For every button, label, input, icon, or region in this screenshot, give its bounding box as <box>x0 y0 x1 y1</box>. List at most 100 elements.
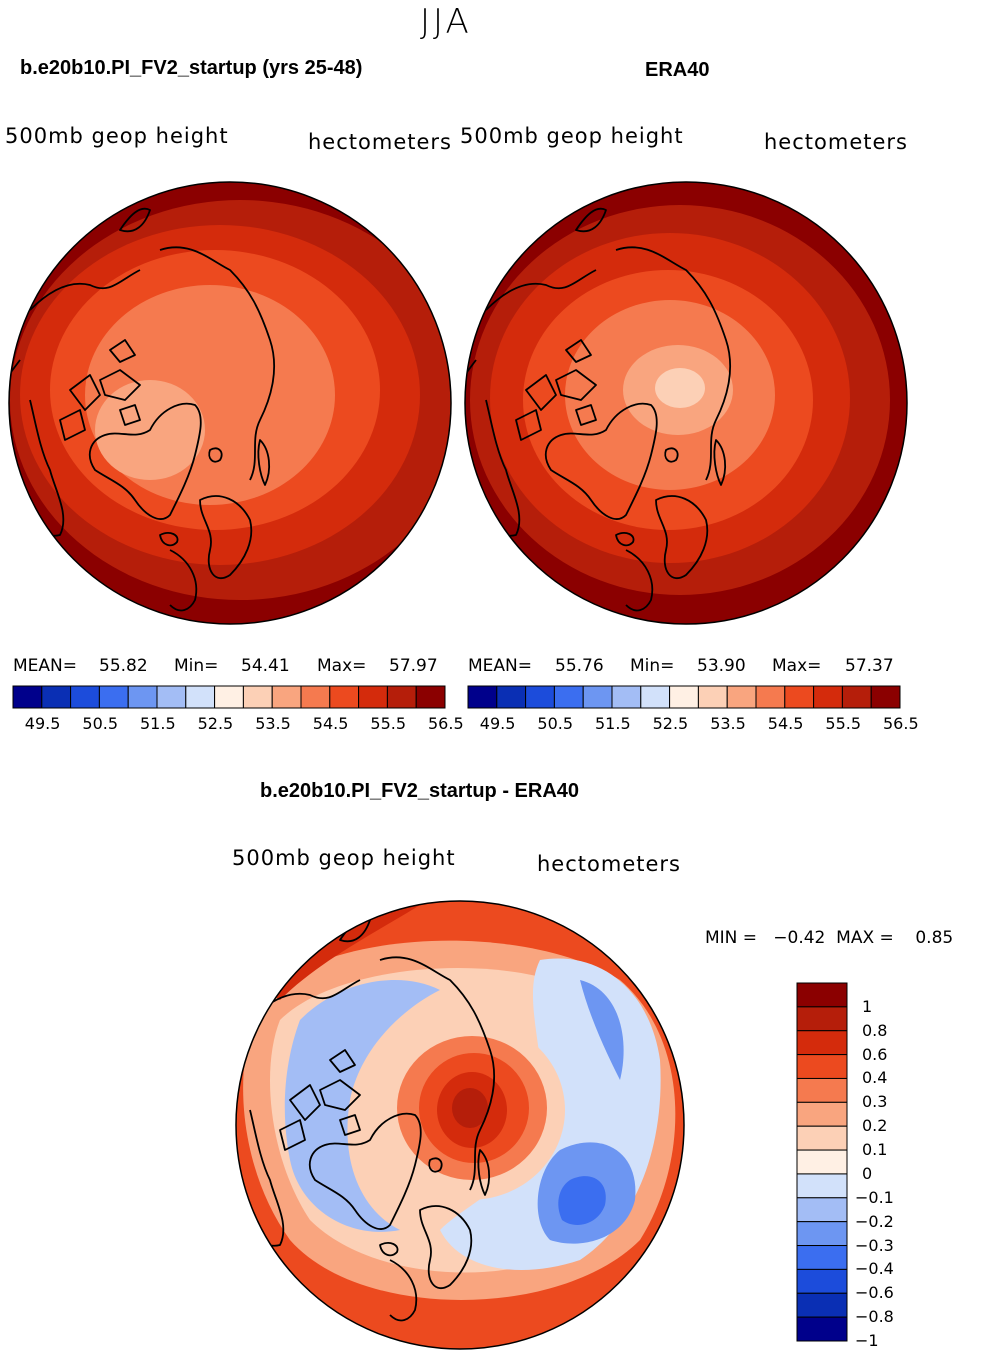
colorbar-obs-swatch <box>640 685 671 709</box>
colorbar-diff-swatch <box>796 1054 848 1079</box>
colorbar-diff-swatch <box>796 1197 848 1223</box>
colorbar-obs-swatch <box>870 685 901 709</box>
colorbar-diff-tick-label: 0.3 <box>862 1092 888 1112</box>
mean-label-model: MEAN= <box>13 656 77 676</box>
panel-title-model: b.e20b10.PI_FV2_startup (yrs 25-48) <box>20 57 363 79</box>
colorbar-model-swatch <box>300 685 331 709</box>
min-value-model: 54.41 <box>241 656 290 676</box>
field-label-obs: 500mb geop height <box>460 124 684 148</box>
map-diff <box>236 901 684 1349</box>
diff-field-label: 500mb geop height <box>232 846 456 870</box>
colorbar-obs-swatch <box>669 685 699 709</box>
colorbar-obs-tick-label: 53.5 <box>710 714 746 733</box>
colorbar-diff-swatch <box>796 1006 848 1032</box>
colorbar-diff-swatch <box>796 1125 848 1151</box>
mean-value-obs: 55.76 <box>555 656 604 676</box>
colorbar-obs-tick-label: 55.5 <box>825 714 862 733</box>
colorbar-diff-tick-label: −0.1 <box>855 1187 894 1207</box>
colorbar-diff-tick-label: 0.2 <box>862 1116 888 1136</box>
colorbar-model-swatch <box>358 685 388 709</box>
colorbar-model-swatch <box>386 685 417 709</box>
colorbar-diff-tick-label: −0.6 <box>855 1283 894 1303</box>
colorbar-model-swatch <box>156 685 187 709</box>
colorbar-model-tick-label: 53.5 <box>255 714 291 733</box>
colorbar-model-tick-label: 51.5 <box>140 714 176 733</box>
colorbar-diff-tick-label: −0.8 <box>855 1307 894 1327</box>
panel-title-obs: ERA40 <box>645 59 710 81</box>
mean-value-model: 55.82 <box>99 656 148 676</box>
colorbar-obs-tick-label: 50.5 <box>537 714 574 733</box>
colorbar-diff-tick-label: 0.6 <box>862 1044 888 1064</box>
colorbar-model-swatch <box>70 685 100 709</box>
colorbar-obs-swatch <box>697 685 728 709</box>
colorbar-diff-swatch <box>796 1173 848 1199</box>
colorbar-diff-tick-label: 1 <box>862 996 873 1016</box>
colorbar-model-swatch <box>214 685 244 709</box>
max-value-model: 57.97 <box>389 656 438 676</box>
colorbar-diff-swatch <box>796 1077 848 1103</box>
colorbar-obs-swatch <box>611 685 642 709</box>
colorbar-diff-tick-label: −0.2 <box>855 1211 894 1231</box>
colorbar-diff-tick-label: −0.4 <box>855 1259 894 1279</box>
colorbar-obs-swatch <box>525 685 555 709</box>
map-obs-border <box>464 181 908 625</box>
field-label-model: 500mb geop height <box>5 124 229 148</box>
max-label-obs: Max= <box>772 656 822 676</box>
colorbar-model-tick-label: 54.5 <box>312 714 349 733</box>
max-value-obs: 57.37 <box>845 656 894 676</box>
colorbar-obs-tick-label: 51.5 <box>595 714 631 733</box>
colorbar-model-swatch <box>12 685 43 709</box>
colorbar-obs <box>467 685 901 709</box>
units-label-model: hectometers <box>308 130 452 154</box>
colorbar-obs-swatch <box>553 685 584 709</box>
figure-title: JJA <box>420 2 472 42</box>
min-label-model: Min= <box>174 656 219 676</box>
colorbar-diff-swatch <box>796 1292 848 1318</box>
colorbar-model-swatch <box>242 685 273 709</box>
colorbar-diff-swatch <box>796 1149 848 1175</box>
colorbar-model-tick-label: 50.5 <box>82 714 119 733</box>
colorbar-obs-tick-label: 52.5 <box>652 714 689 733</box>
colorbar-diff-swatch <box>796 1221 848 1247</box>
colorbar-obs-swatch <box>841 685 872 709</box>
colorbar-obs-swatch <box>784 685 815 709</box>
colorbar-obs-swatch <box>813 685 843 709</box>
colorbar-diff-tick-label: −0.3 <box>855 1235 894 1255</box>
colorbar-diff-swatch <box>796 982 848 1008</box>
max-label-model: Max= <box>317 656 367 676</box>
colorbar-model-swatch <box>271 685 302 709</box>
colorbar-diff-swatch <box>796 1268 848 1294</box>
colorbar-model-tick-label: 55.5 <box>370 714 407 733</box>
diff-minmax: MIN = −0.42 MAX = 0.85 <box>705 928 954 948</box>
colorbar-obs-swatch <box>726 685 757 709</box>
min-label-obs: Min= <box>630 656 675 676</box>
colorbar-obs-swatch <box>467 685 498 709</box>
colorbar-diff-tick-label: 0.1 <box>862 1140 888 1160</box>
colorbar-diff-tick-label: −1 <box>855 1331 879 1350</box>
colorbar-obs-swatch <box>582 685 613 709</box>
min-value-obs: 53.90 <box>697 656 746 676</box>
colorbar-model-swatch <box>127 685 158 709</box>
units-label-obs: hectometers <box>764 130 908 154</box>
colorbar-diff-swatch <box>796 1030 848 1056</box>
diff-panel-title: b.e20b10.PI_FV2_startup - ERA40 <box>260 780 580 802</box>
diff-units-label: hectometers <box>537 852 681 876</box>
map-model-border <box>8 181 452 625</box>
colorbar-diff-swatch <box>796 1245 848 1270</box>
colorbar-obs-swatch <box>496 685 527 709</box>
colorbar-diff-swatch <box>796 1316 848 1342</box>
colorbar-model-swatch <box>185 685 216 709</box>
colorbar-diff-tick-label: 0 <box>862 1163 873 1183</box>
colorbar-model-swatch <box>329 685 360 709</box>
map-obs <box>465 182 907 624</box>
map-diff-border <box>235 900 685 1350</box>
colorbar-model-tick-label: 56.5 <box>428 714 464 733</box>
colorbar-diff-tick-label: 0.4 <box>862 1068 888 1088</box>
mean-label-obs: MEAN= <box>468 656 532 676</box>
colorbar-diff-tick-label: 0.8 <box>862 1020 888 1040</box>
colorbar-obs-tick-label: 56.5 <box>883 714 919 733</box>
colorbar-diff <box>796 982 848 1342</box>
colorbar-model <box>12 685 446 709</box>
colorbar-model-swatch <box>98 685 129 709</box>
